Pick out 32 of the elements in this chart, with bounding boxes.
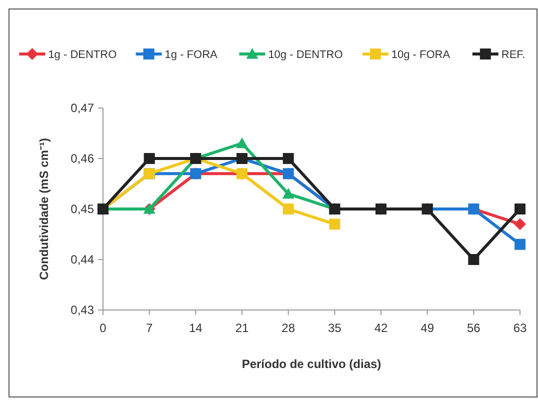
x-tick-label: 14 — [188, 321, 203, 335]
y-axis-title: Condutividade (mS cm⁻¹) — [37, 138, 51, 280]
point — [282, 188, 294, 199]
point — [236, 137, 248, 148]
x-tick-label: 28 — [282, 321, 296, 335]
legend-label: 10g - FORA — [391, 48, 451, 61]
x-tick-label: 42 — [374, 321, 388, 335]
y-tick-label: 0,46 — [70, 152, 94, 166]
point — [468, 254, 480, 265]
point — [144, 153, 155, 164]
legend-label: REF. — [501, 48, 526, 61]
point — [282, 204, 294, 214]
point — [329, 218, 340, 230]
y-tick-label: 0,47 — [70, 101, 94, 116]
x-tick-label: 35 — [328, 321, 342, 335]
y-tick-label: 0,43 — [70, 303, 94, 318]
point — [514, 204, 526, 214]
point — [514, 238, 526, 250]
y-tick-label: 0,45 — [70, 202, 94, 216]
legend-label: 10g - DENTRO — [268, 48, 344, 61]
x-tick-label: 63 — [513, 321, 527, 335]
legend-label: 1g - DENTRO — [48, 48, 118, 61]
y-tick-label: 0,44 — [70, 252, 94, 267]
x-axis-title: Período de cultivo (dias) — [242, 357, 382, 371]
x-tick-label: 7 — [146, 321, 153, 335]
x-tick-label: 21 — [235, 321, 249, 335]
x-tick-label: 56 — [466, 321, 481, 335]
point — [514, 218, 526, 230]
x-tick-label: 0 — [100, 321, 107, 335]
point — [282, 153, 294, 164]
legend-label: 1g - FORA — [164, 48, 218, 61]
x-tick-label: 49 — [420, 321, 434, 335]
